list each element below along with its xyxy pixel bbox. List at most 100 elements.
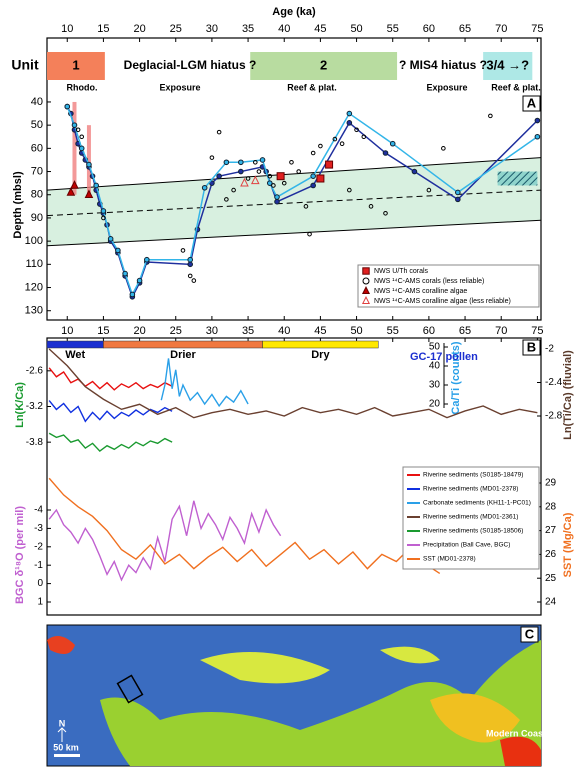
y-tick-label: 80: [31, 189, 43, 201]
marker-circle: [245, 176, 251, 181]
y-tick-label: 100: [25, 235, 43, 247]
marker-circle: [224, 197, 229, 202]
y-tick-label: -3.8: [26, 437, 44, 448]
series-line: [48, 367, 173, 391]
marker-triangle: [240, 177, 249, 187]
marker-circle: [216, 129, 222, 135]
north-arrow-icon: [57, 727, 67, 742]
facies-label: Exposure: [159, 82, 200, 92]
x-tick-label: 65: [459, 325, 471, 337]
y-tick-label: 60: [31, 142, 43, 154]
x-tick-label: 25: [170, 325, 182, 337]
pollen-segment: [262, 340, 379, 349]
marker-dot: [187, 256, 194, 263]
series-line: [48, 500, 282, 582]
marker-circle: [289, 159, 294, 165]
legend-swatch: [361, 296, 371, 305]
x-tick-label: 40: [278, 23, 290, 35]
x-tick-label: 50: [350, 23, 362, 35]
x-tick-label: 20: [133, 23, 145, 35]
marker-dot: [310, 173, 316, 179]
y-tick-label: 40: [429, 361, 441, 372]
facies-label: Rhodo.: [67, 82, 98, 92]
panel-frame: [46, 37, 542, 321]
marker-circle: [187, 273, 193, 279]
legend-label: Riverine sediments (MD01-2378): [423, 486, 518, 493]
panel-letter: B: [527, 339, 536, 354]
series-line: [48, 348, 538, 419]
legend-swatch: [362, 267, 370, 275]
marker-circle: [441, 146, 446, 151]
marker-triangle: [66, 187, 76, 196]
series-line: [48, 477, 441, 575]
x-tick-label: 70: [495, 325, 507, 337]
marker-circle: [368, 204, 374, 209]
x-tick-label: 55: [387, 23, 399, 35]
series-line: [48, 432, 173, 453]
marker-dot: [346, 120, 353, 126]
marker-dot: [455, 189, 461, 196]
axis-title: Ca/Ti (counts): [450, 341, 462, 414]
marker-circle: [180, 248, 186, 253]
y-tick-label: 70: [31, 165, 43, 177]
y-tick-label: 90: [31, 212, 43, 224]
pollen-segment: [103, 340, 263, 349]
marker-dot: [86, 161, 92, 168]
panel-frame: [46, 337, 542, 616]
x-tick-label: 65: [459, 23, 471, 35]
marker-circle: [191, 278, 197, 283]
marker-dot: [115, 247, 121, 254]
facies-label: Reef & plat.: [491, 82, 541, 92]
subsidence-band: [47, 157, 541, 246]
x-tick-label: 60: [423, 23, 435, 35]
legend-label: NWS ¹⁴C-AMS corals (less reliable): [374, 278, 484, 285]
axis-title: SST (Mg/Ca): [562, 512, 574, 577]
y-tick-label: 1: [37, 597, 43, 608]
y-tick-label: -2: [545, 344, 554, 355]
marker-dot: [78, 145, 85, 152]
marker-circle: [209, 155, 215, 160]
marker-circle: [303, 204, 309, 209]
marker-circle: [296, 169, 302, 174]
series-line: [48, 400, 173, 423]
y-tick-label: 40: [31, 96, 43, 108]
legend-label: Riverine sediments (S0185-18479): [423, 472, 523, 479]
marker-dot: [266, 180, 273, 186]
north-arrow: N: [59, 718, 66, 728]
y-tick-label: 30: [429, 380, 441, 391]
facies-label: Reef & plat.: [287, 82, 337, 92]
map-land: [100, 640, 541, 766]
y-tick-label: -3.2: [26, 401, 44, 412]
panel-letter: C: [525, 626, 535, 641]
y-tick-label: 27: [545, 525, 557, 536]
marker-dot: [216, 173, 222, 179]
x-tick-label: 30: [206, 325, 218, 337]
hiatus-label: ? MIS4 hiatus ?: [399, 58, 487, 72]
marker-dot: [534, 117, 541, 124]
x-tick-label: 15: [97, 325, 109, 337]
marker-square: [316, 174, 325, 183]
x-tick-label: 15: [97, 23, 109, 35]
marker-circle: [310, 150, 316, 156]
y-tick-label: 26: [545, 549, 557, 560]
marker-dot: [129, 291, 136, 298]
marker-dot: [274, 194, 280, 200]
axis-title: Ln(Ti/Ca) (fluvial): [562, 350, 574, 440]
marker-circle: [307, 231, 312, 237]
marker-circle: [267, 173, 273, 179]
legend-label: Riverine sediments (MD01-2361): [423, 514, 518, 521]
axis-title: Ln(K/Ca): [14, 382, 26, 428]
hatched-box: [497, 171, 538, 186]
marker-circle: [361, 134, 367, 140]
legend-label: NWS U/Th corals: [374, 268, 429, 275]
x-tick-label: 35: [242, 325, 254, 337]
marker-circle: [253, 159, 258, 165]
marker-circle: [339, 141, 345, 147]
marker-circle: [318, 143, 323, 149]
y-tick-label: 20: [429, 399, 441, 410]
marker-dot: [382, 150, 389, 156]
map-land: [200, 646, 440, 684]
band-edge: [46, 219, 542, 247]
sea-level-line: [66, 106, 538, 297]
